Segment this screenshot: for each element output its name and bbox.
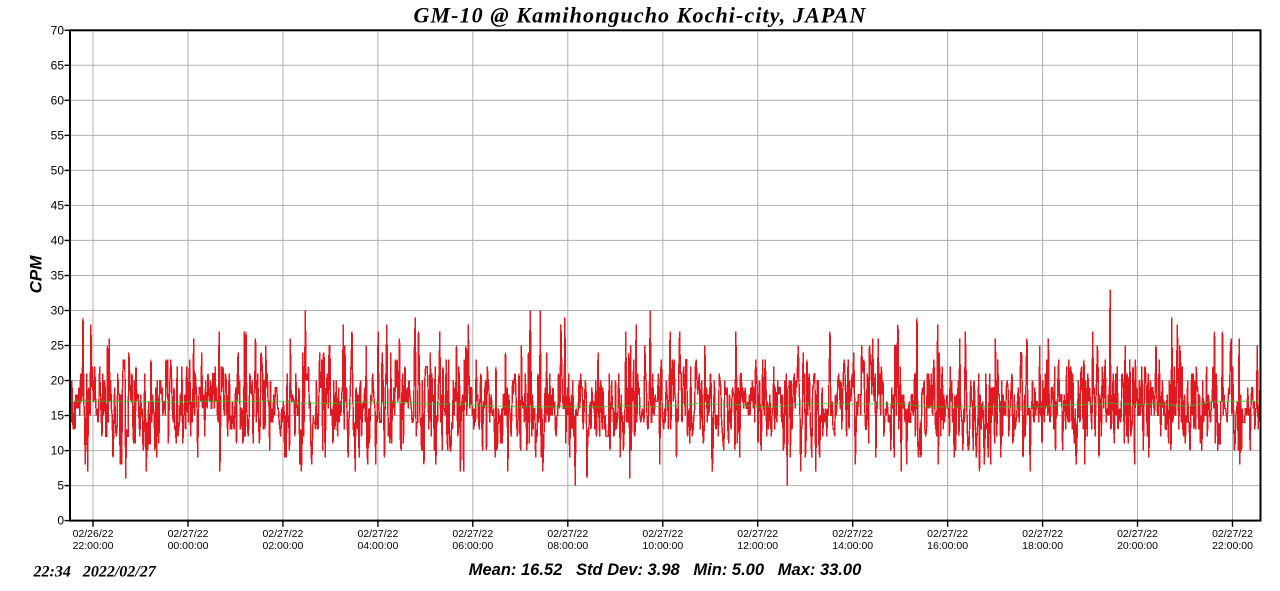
svg-text:08:00:00: 08:00:00 <box>547 540 588 552</box>
svg-text:02/27/22: 02/27/22 <box>452 528 493 540</box>
svg-text:5: 5 <box>57 479 64 493</box>
svg-text:02/27/22: 02/27/22 <box>1022 528 1063 540</box>
svg-text:02/26/22: 02/26/22 <box>73 528 114 540</box>
svg-text:02:00:00: 02:00:00 <box>262 540 303 552</box>
svg-text:14:00:00: 14:00:00 <box>832 540 873 552</box>
svg-text:40: 40 <box>51 233 65 247</box>
svg-text:00:00:00: 00:00:00 <box>168 540 209 552</box>
svg-text:65: 65 <box>51 58 65 72</box>
svg-text:CPM: CPM <box>27 255 46 294</box>
svg-text:02/27/22: 02/27/22 <box>737 528 778 540</box>
svg-text:50: 50 <box>51 163 65 177</box>
svg-text:0: 0 <box>57 514 64 528</box>
svg-text:02/27/22: 02/27/22 <box>547 528 588 540</box>
svg-text:16:00:00: 16:00:00 <box>927 540 968 552</box>
svg-text:70: 70 <box>51 23 65 37</box>
svg-text:18:00:00: 18:00:00 <box>1022 540 1063 552</box>
svg-text:12:00:00: 12:00:00 <box>737 540 778 552</box>
svg-text:45: 45 <box>51 198 65 212</box>
svg-text:25: 25 <box>51 339 65 353</box>
svg-text:GM-10 @ Kamihongucho Kochi-cit: GM-10 @ Kamihongucho Kochi-city, JAPAN <box>413 3 866 28</box>
svg-text:02/27/22: 02/27/22 <box>642 528 683 540</box>
svg-text:20: 20 <box>51 374 65 388</box>
svg-text:22:00:00: 22:00:00 <box>73 540 114 552</box>
svg-text:02/27/22: 02/27/22 <box>832 528 873 540</box>
svg-text:02/27/22: 02/27/22 <box>927 528 968 540</box>
svg-text:02/27/22: 02/27/22 <box>357 528 398 540</box>
svg-text:55: 55 <box>51 128 65 142</box>
svg-text:02/27/22: 02/27/22 <box>262 528 303 540</box>
svg-text:35: 35 <box>51 269 65 283</box>
svg-text:06:00:00: 06:00:00 <box>452 540 493 552</box>
svg-text:15: 15 <box>51 409 65 423</box>
svg-text:02/27/22: 02/27/22 <box>1117 528 1158 540</box>
svg-text:02/27/22: 02/27/22 <box>1212 528 1253 540</box>
svg-text:Mean: 16.52 Std Dev: 3.98: Mean: 16.52 Std Dev: 3.98 Min: 5.00 Max:… <box>469 561 862 579</box>
svg-text:22:00:00: 22:00:00 <box>1212 540 1253 552</box>
svg-text:60: 60 <box>51 93 65 107</box>
svg-text:04:00:00: 04:00:00 <box>357 540 398 552</box>
svg-text:02/27/22: 02/27/22 <box>168 528 209 540</box>
svg-text:10: 10 <box>51 444 65 458</box>
svg-text:10:00:00: 10:00:00 <box>642 540 683 552</box>
svg-text:20:00:00: 20:00:00 <box>1117 540 1158 552</box>
svg-text:30: 30 <box>51 304 65 318</box>
svg-text:22:34 2022/02/27: 22:34 2022/02/27 <box>33 564 157 581</box>
